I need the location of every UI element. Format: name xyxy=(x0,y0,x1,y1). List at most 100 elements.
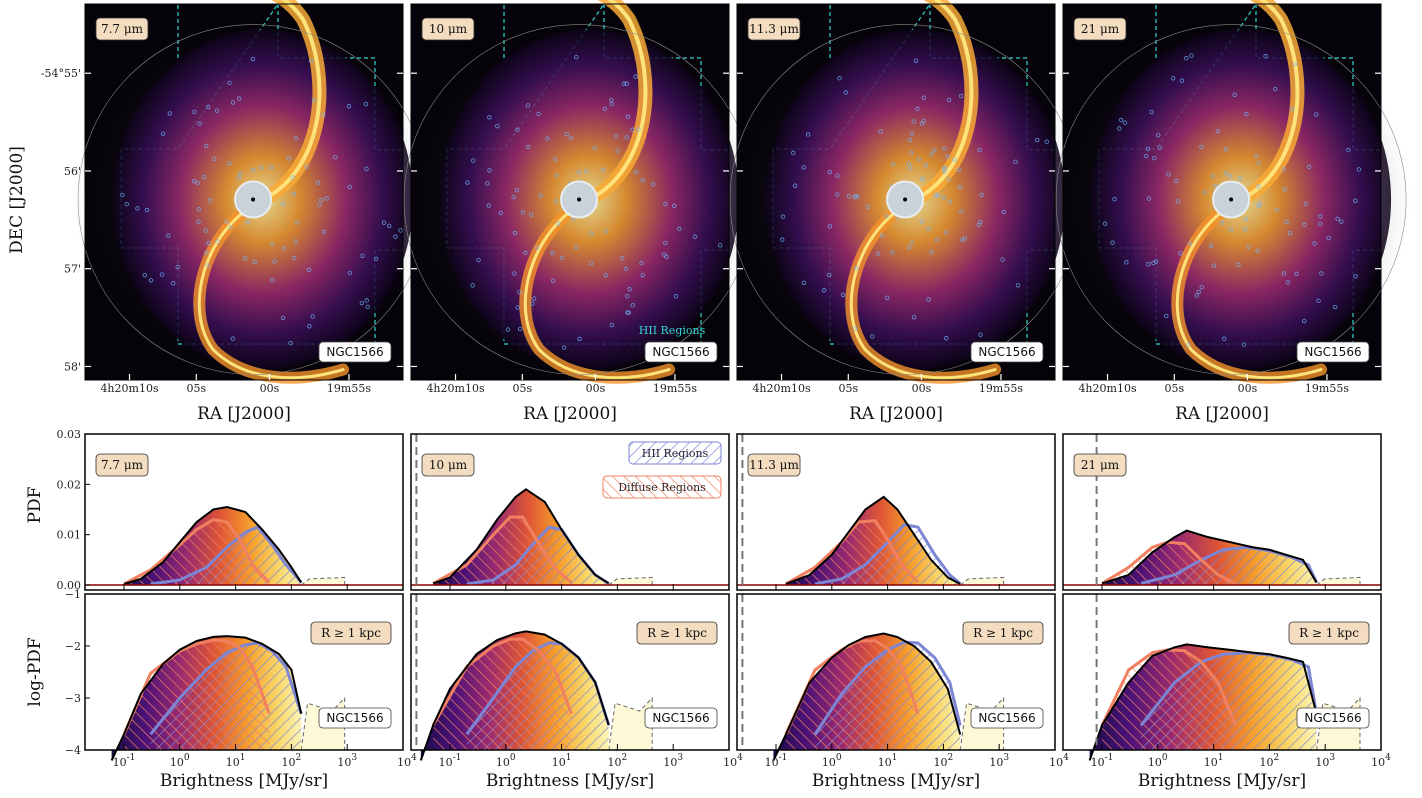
hii-region-marker xyxy=(535,245,540,251)
hii-region-marker xyxy=(944,230,949,235)
hii-region-marker xyxy=(1353,198,1358,203)
hii-region-marker xyxy=(913,58,919,63)
hii-region-marker xyxy=(1199,284,1204,290)
hii-region-marker xyxy=(512,230,518,236)
hii-region-marker xyxy=(835,173,840,178)
hii-region-marker xyxy=(640,273,645,278)
image-legend-hii: HII Regions xyxy=(639,324,706,337)
dec-tick-label: 56' xyxy=(64,165,81,178)
full-disk-tail xyxy=(958,576,1005,586)
hii-region-marker xyxy=(1326,235,1331,241)
hii-region-marker xyxy=(270,278,275,283)
dec-tick-label: 57' xyxy=(64,263,81,276)
hii-region-marker xyxy=(487,168,492,173)
pdf-hatch-diffuse xyxy=(433,517,572,585)
hii-region-marker xyxy=(1194,293,1200,298)
hii-region-marker xyxy=(306,267,312,273)
hii-region-marker xyxy=(206,240,211,246)
hii-region-marker xyxy=(1013,159,1018,165)
hii-region-marker xyxy=(854,266,859,271)
hii-region-marker xyxy=(890,250,895,255)
hii-region-marker xyxy=(634,169,639,175)
hii-region-marker xyxy=(717,243,723,248)
hii-region-marker xyxy=(476,257,481,263)
hii-region-marker xyxy=(663,202,668,207)
hii-region-marker xyxy=(853,194,858,199)
pdf-line-diffuse xyxy=(432,515,573,585)
hii-region-marker xyxy=(564,132,569,137)
hii-region-marker xyxy=(207,198,212,203)
hii-region-marker xyxy=(957,184,963,190)
hii-region-marker xyxy=(498,210,503,216)
pdf-line-hii xyxy=(1140,545,1318,585)
hii-region-marker xyxy=(1001,209,1006,215)
logpdf-xtick-label-edge: 104 xyxy=(1049,753,1069,769)
ra-axis-title-4: RA [J2000] xyxy=(1175,404,1269,424)
logpdf-frame xyxy=(736,593,1056,751)
hii-region-marker xyxy=(639,260,644,266)
hii-region-marker xyxy=(1256,160,1261,166)
logpdf-xtick-label: 101 xyxy=(878,753,898,769)
hii-region-marker xyxy=(1015,283,1021,288)
radius-label-box xyxy=(310,621,392,645)
hii-region-marker xyxy=(921,118,926,124)
hii-region-marker xyxy=(1312,241,1317,246)
hii-region-marker xyxy=(270,242,275,247)
hii-region-marker xyxy=(576,170,582,175)
hii-region-marker xyxy=(1241,342,1247,347)
spiral-arm-north-core xyxy=(261,0,322,202)
hii-region-marker xyxy=(1208,243,1214,249)
hii-region-marker xyxy=(840,292,846,298)
hii-region-marker xyxy=(515,127,520,132)
hii-region-marker xyxy=(1318,214,1323,219)
logpdf-xtick-label-edge: 104 xyxy=(397,753,417,769)
hii-region-marker xyxy=(609,322,614,328)
hii-region-marker xyxy=(393,234,398,239)
hii-region-marker xyxy=(1285,280,1291,285)
hii-region-marker xyxy=(909,150,914,155)
hii-region-marker xyxy=(212,156,217,162)
pdf-axis-title: PDF xyxy=(25,486,45,523)
ra-tick-label: 00s xyxy=(1238,382,1258,395)
image-row: 7.7 μm NGC1566 4h20m10s 05s 00s 19m55s -54°55'… xyxy=(41,0,1412,395)
hii-region-marker xyxy=(959,237,965,243)
hii-region-marker xyxy=(215,239,220,244)
logpdf-xtick-label-edge: 104 xyxy=(723,753,743,769)
hii-region-marker xyxy=(363,101,368,107)
hii-region-marker xyxy=(1210,174,1215,179)
hii-region-marker xyxy=(359,300,365,306)
hii-region-marker xyxy=(545,136,550,141)
hii-region-marker xyxy=(1118,117,1124,123)
hii-region-marker xyxy=(1243,227,1248,232)
hii-region-marker xyxy=(1219,220,1225,225)
logpdf-xtick-label: 104 xyxy=(1371,753,1391,769)
hii-region-marker xyxy=(373,256,379,262)
galaxy-label: NGC1566 xyxy=(978,345,1035,359)
hii-region-marker xyxy=(1144,153,1149,159)
logpdf-frame xyxy=(84,593,404,751)
hii-region-marker xyxy=(875,251,881,256)
band-label: 7.7 μm xyxy=(101,22,144,36)
pdf-hatch-diffuse xyxy=(1102,542,1236,585)
galaxy-label: NGC1566 xyxy=(652,345,709,359)
logpdf-panel-3: R ≥ 1 kpc NGC1566 10-1 100 101 102 103 104 xyxy=(736,593,1069,769)
full-disk-tail xyxy=(299,576,346,586)
logpdf-xtick-label: 102 xyxy=(934,753,954,769)
hii-region-marker xyxy=(1317,221,1323,227)
pdf-ytick-label: 0.03 xyxy=(57,428,82,441)
hii-region-marker xyxy=(307,324,312,329)
hii-region-marker xyxy=(144,207,150,213)
hii-region-marker xyxy=(272,259,277,264)
pdf-line-all xyxy=(1101,529,1318,585)
hii-region-marker xyxy=(470,158,476,163)
hii-region-marker xyxy=(538,193,543,198)
hii-region-marker xyxy=(237,171,243,176)
hii-region-marker xyxy=(205,104,211,110)
galaxy-label: NGC1566 xyxy=(326,345,383,359)
hii-region-marker xyxy=(1044,139,1049,144)
hii-region-marker xyxy=(292,255,297,261)
logpdf-row: R ≥ 1 kpc NGC1566 −1 −2 −3 −4 10-1 100 101 102 103… xyxy=(65,588,1391,769)
hii-region-marker xyxy=(926,227,931,232)
hii-region-marker xyxy=(843,90,848,95)
logpdf-ytick-label: −1 xyxy=(65,588,81,601)
